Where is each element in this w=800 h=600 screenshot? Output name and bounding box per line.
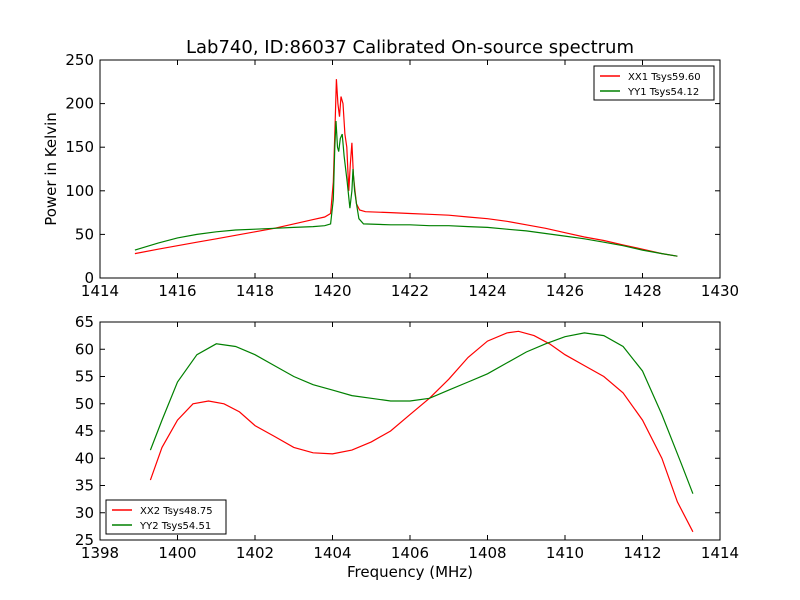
x-tick-label: 1428: [623, 282, 661, 300]
y-tick-label: 250: [65, 51, 94, 69]
y-tick-label: 30: [75, 504, 94, 522]
y-tick-label: 0: [84, 269, 94, 287]
x-tick-label: 1412: [623, 544, 661, 562]
x-tick-label: 1416: [158, 282, 196, 300]
y-tick-label: 150: [65, 138, 94, 156]
x-tick-label: 1424: [468, 282, 506, 300]
series-line-2: [149, 332, 694, 494]
x-tick-label: 1398: [81, 544, 119, 562]
legend: XX1 Tsys59.60 YY1 Tsys54.12: [593, 65, 715, 101]
y-tick-label: 45: [75, 422, 94, 440]
x-tick-label: 1404: [313, 544, 351, 562]
y-tick-label: 50: [75, 225, 94, 243]
legend: XX2 Tsys48.75 YY2 Tsys54.51: [105, 499, 227, 535]
y-tick-label: 55: [75, 368, 94, 386]
x-tick-label: 1406: [391, 544, 429, 562]
figure-title: Lab740, ID:86037 Calibrated On-source sp…: [186, 37, 634, 58]
y-tick-label: 100: [65, 182, 94, 200]
y-tick-label: 65: [75, 313, 94, 331]
legend-label: YY1 Tsys54.12: [627, 87, 699, 98]
series-line-1: [134, 79, 678, 257]
x-tick-label: 1402: [236, 544, 274, 562]
figure-xlabel: Frequency (MHz): [347, 563, 473, 581]
y-tick-label: 200: [65, 95, 94, 113]
y-tick-label: 25: [75, 531, 94, 549]
y-tick-label: 60: [75, 340, 94, 358]
legend-box: [105, 499, 227, 535]
x-tick-label: 1420: [313, 282, 351, 300]
series-line-1: [149, 330, 694, 533]
x-tick-label: 1408: [468, 544, 506, 562]
x-tick-label: 1400: [158, 544, 196, 562]
x-tick-label: 1422: [391, 282, 429, 300]
x-tick-label: 1414: [701, 544, 739, 562]
chart-panel-2: 1398 1400 1402 1404 1406 1408 1410 1412 1414 25 30…: [75, 313, 739, 562]
plot-panels: 1414 1416 1418 1420 1422 1424 1426 1428 14300501…: [42, 51, 739, 562]
legend-box: [593, 65, 715, 101]
y-tick-label: 40: [75, 449, 94, 467]
y-axis-label: Power in Kelvin: [42, 112, 60, 226]
x-tick-label: 1418: [236, 282, 274, 300]
series-line-2: [134, 120, 678, 257]
x-tick-label: 1426: [546, 282, 584, 300]
chart-panel-1: 1414 1416 1418 1420 1422 1424 1426 1428 1430 0 50 1…: [42, 51, 739, 300]
x-tick-label: 1430: [701, 282, 739, 300]
legend-label: XX2 Tsys48.75: [140, 506, 213, 517]
y-tick-label: 50: [75, 395, 94, 413]
y-tick-label: 35: [75, 477, 94, 495]
x-tick-label: 1414: [81, 282, 119, 300]
legend-label: XX1 Tsys59.60: [628, 72, 701, 83]
x-tick-label: 1410: [546, 544, 584, 562]
legend-label: YY2 Tsys54.51: [139, 521, 211, 532]
